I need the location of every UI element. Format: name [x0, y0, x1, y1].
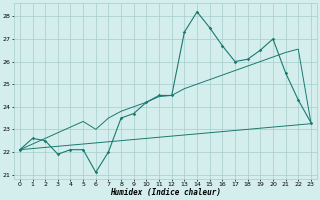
X-axis label: Humidex (Indice chaleur): Humidex (Indice chaleur)	[110, 188, 221, 197]
